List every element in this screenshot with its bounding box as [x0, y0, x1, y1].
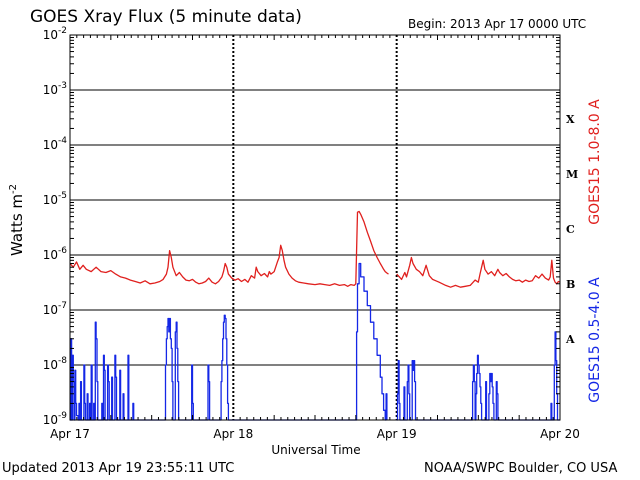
y-tick-base: 10	[43, 248, 58, 262]
updated-timestamp: Updated 2013 Apr 19 23:55:11 UTC	[2, 461, 235, 476]
y-tick-exponent: -9	[58, 411, 67, 421]
flare-class-label: X	[566, 113, 575, 126]
chart-title: GOES Xray Flux (5 minute data)	[30, 7, 302, 27]
legend-short-channel: GOES15 0.5-4.0 A	[587, 277, 603, 403]
y-tick-exponent: -5	[58, 191, 67, 201]
y-tick-base: 10	[43, 28, 58, 42]
y-tick-label: 10-9	[43, 411, 68, 427]
series-layer	[69, 210, 561, 421]
y-tick-label: 10-4	[43, 136, 68, 152]
flare-class-label: M	[566, 168, 578, 181]
y-tick-exponent: -8	[58, 356, 67, 366]
x-tick-label: Apr 20	[540, 427, 580, 441]
y-tick-exponent: -6	[58, 246, 67, 256]
y-tick-label: 10-3	[43, 81, 67, 97]
y-tick-exponent: -7	[58, 301, 67, 311]
y-tick-exponent: -2	[58, 26, 67, 36]
flare-class-label: C	[566, 223, 575, 236]
series-line	[396, 331, 560, 421]
series-line	[396, 256, 561, 288]
y-tick-base: 10	[43, 138, 58, 152]
y-tick-label: 10-7	[43, 301, 67, 317]
source-credit: NOAA/SWPC Boulder, CO USA	[424, 461, 618, 476]
y-tick-base: 10	[43, 83, 58, 97]
y-tick-base: 10	[43, 413, 58, 427]
begin-timestamp: Begin: 2013 Apr 17 0000 UTC	[408, 17, 587, 31]
y-tick-label: 10-5	[43, 191, 67, 207]
y-axis-label-text: Watts m	[8, 194, 26, 256]
series-line	[70, 262, 388, 421]
x-tick-label: Apr 17	[50, 427, 90, 441]
y-tick-base: 10	[43, 358, 58, 372]
legend-long-channel: GOES15 1.0-8.0 A	[587, 99, 603, 225]
x-tick-label: Apr 19	[377, 427, 417, 441]
y-tick-base: 10	[43, 193, 58, 207]
series-line	[69, 210, 389, 287]
y-axis-label-exponent: -2	[8, 184, 19, 194]
x-axis-label: Universal Time	[271, 443, 360, 457]
y-tick-base: 10	[43, 303, 58, 317]
x-tick-label: Apr 18	[213, 427, 253, 441]
grid	[70, 35, 560, 420]
plot-frame	[69, 34, 561, 421]
y-tick-label: 10-6	[43, 246, 68, 262]
y-tick-label: 10-2	[43, 26, 67, 42]
flare-class-label: A	[565, 333, 575, 346]
y-axis-label: Watts m-2	[8, 184, 26, 256]
y-tick-exponent: -3	[58, 81, 67, 91]
y-tick-exponent: -4	[58, 136, 67, 146]
y-tick-label: 10-8	[43, 356, 68, 372]
flare-class-label: B	[566, 278, 575, 291]
